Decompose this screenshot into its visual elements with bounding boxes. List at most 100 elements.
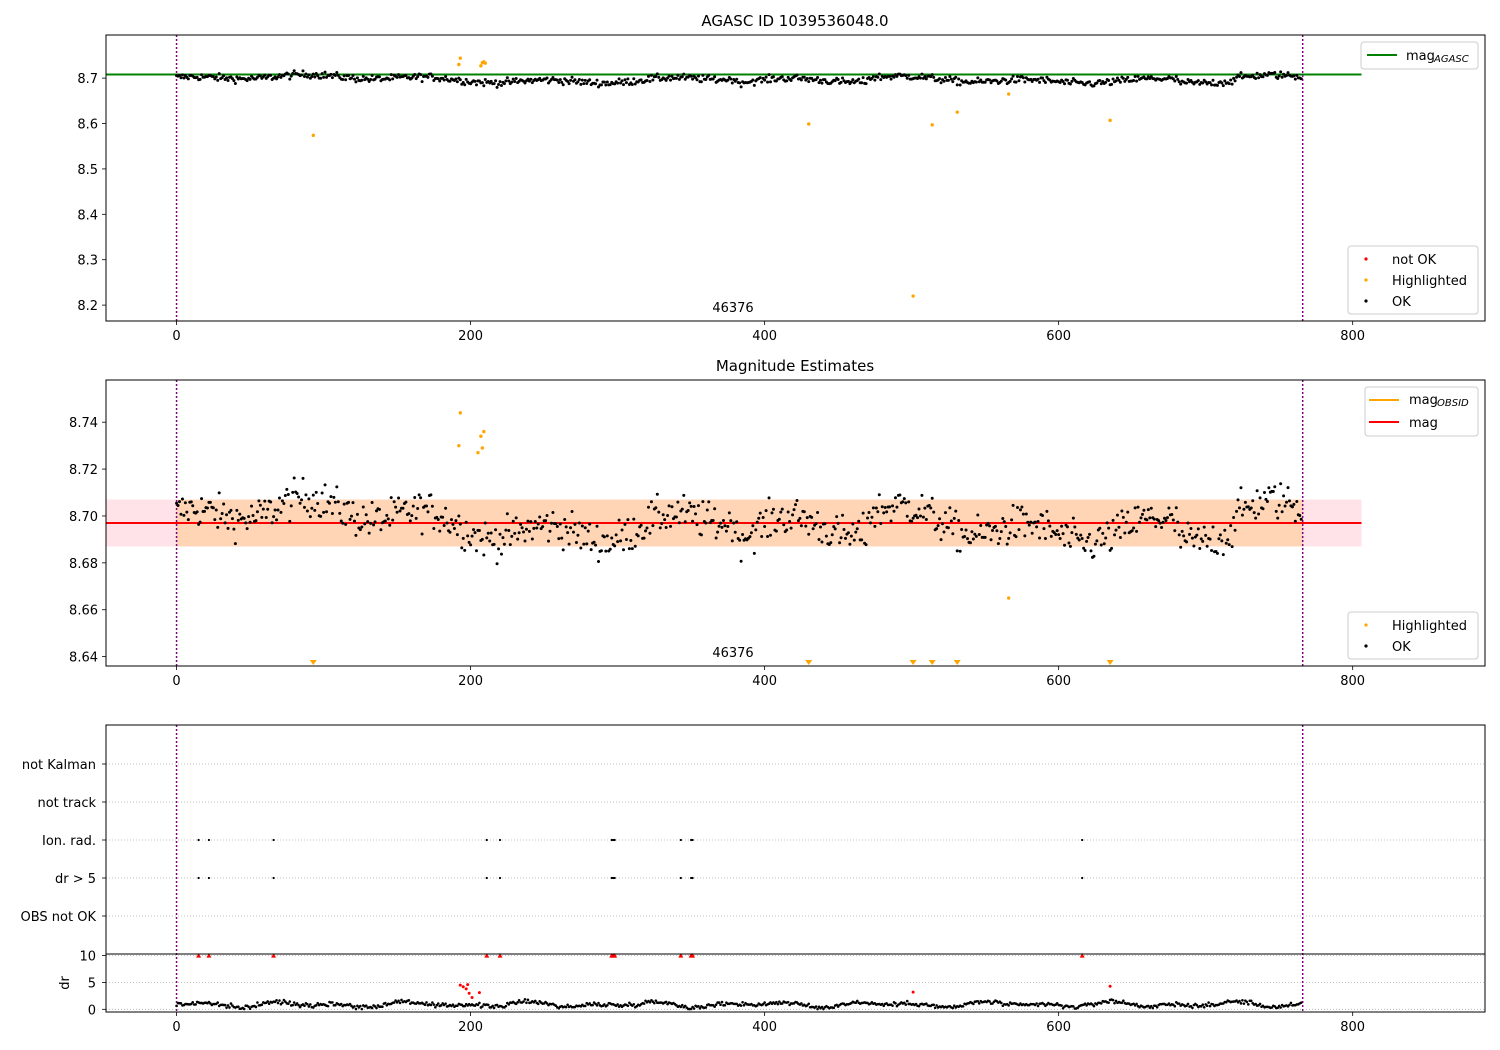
- ok-point: [868, 521, 872, 525]
- dr-point: [423, 1003, 427, 1007]
- ok-point: [1210, 83, 1214, 87]
- dr-point: [1151, 1006, 1155, 1010]
- ok-point: [285, 487, 289, 491]
- ok-point: [474, 83, 478, 87]
- dr-point: [1247, 1003, 1250, 1006]
- ok-point: [1262, 491, 1266, 495]
- ok-point: [818, 78, 822, 82]
- ok-point: [823, 78, 827, 82]
- ok-point: [677, 77, 681, 81]
- ok-point: [269, 500, 273, 504]
- ok-point: [1026, 520, 1030, 524]
- ok-point: [1029, 77, 1033, 81]
- dr-point: [832, 1006, 836, 1010]
- y-tick-label: 5: [88, 976, 96, 991]
- dr-point: [988, 1000, 991, 1003]
- ok-point: [721, 518, 725, 522]
- ok-point: [1123, 531, 1127, 535]
- ok-point: [1061, 532, 1065, 536]
- ok-point: [311, 493, 315, 497]
- ok-point: [748, 535, 752, 539]
- ok-point: [522, 530, 526, 534]
- dr-point: [1113, 1001, 1116, 1005]
- dr-point: [525, 1001, 528, 1005]
- ok-point: [1211, 78, 1215, 82]
- dr-point: [375, 1006, 378, 1010]
- dr-point: [628, 1001, 631, 1005]
- dr-point: [1155, 1005, 1159, 1009]
- ok-point: [217, 72, 221, 76]
- ok-point: [504, 528, 508, 532]
- ok-point: [851, 522, 855, 526]
- dr-point: [516, 1001, 519, 1004]
- dr-point: [523, 998, 527, 1001]
- ok-point: [752, 83, 756, 87]
- dr-point: [1177, 1002, 1181, 1005]
- ok-point: [1165, 516, 1169, 520]
- ok-point: [843, 536, 847, 540]
- ok-point: [1058, 536, 1062, 540]
- flag-point: [197, 876, 200, 880]
- dr-point: [616, 1003, 619, 1006]
- ok-point: [175, 501, 179, 505]
- ok-point: [1043, 80, 1047, 84]
- ok-point: [751, 524, 755, 528]
- ok-point: [182, 513, 186, 517]
- y-tick-label: 8.3: [77, 254, 98, 269]
- ok-point: [620, 528, 624, 532]
- ok-point: [586, 529, 590, 533]
- ok-point: [657, 75, 661, 79]
- ok-point: [513, 79, 517, 83]
- ok-point: [211, 506, 215, 510]
- y-tick-label: 8.66: [69, 604, 98, 619]
- dr-point: [307, 1005, 311, 1008]
- ok-point: [739, 559, 743, 563]
- dr-point: [1135, 1002, 1138, 1006]
- ok-point: [989, 538, 993, 542]
- ok-point: [1146, 508, 1150, 512]
- dr-point: [1201, 1003, 1205, 1007]
- ok-point: [180, 73, 184, 77]
- ok-point: [579, 546, 583, 550]
- ok-point: [1287, 499, 1291, 503]
- obsid-label-1: 46376: [712, 301, 753, 316]
- ok-point: [1264, 497, 1268, 501]
- dr-point: [591, 1003, 594, 1007]
- dr-point: [334, 1003, 337, 1007]
- ok-point: [310, 506, 314, 510]
- dr-point: [331, 1001, 334, 1004]
- ok-point: [583, 526, 587, 530]
- dr-red-point: [470, 996, 474, 999]
- ok-point: [686, 509, 690, 513]
- flag-label: not track: [37, 796, 96, 811]
- ok-point: [979, 78, 983, 82]
- ok-point: [1111, 518, 1115, 522]
- panel-agasc: AGASC ID 1039536048.0 46376 0 200 400 600 80…: [77, 12, 1486, 344]
- ok-point: [974, 80, 978, 84]
- ok-point: [1113, 533, 1117, 537]
- ok-point: [917, 507, 921, 511]
- ok-point: [485, 536, 489, 540]
- ok-point: [366, 77, 370, 81]
- ok-point: [1196, 79, 1200, 83]
- ok-point: [729, 519, 733, 523]
- ok-point: [582, 82, 586, 86]
- highlighted-point: [911, 294, 915, 298]
- ok-point: [1298, 513, 1302, 517]
- flag-point: [272, 838, 275, 842]
- ok-point: [939, 538, 943, 542]
- ok-point: [1261, 75, 1265, 79]
- ok-point: [1021, 76, 1025, 80]
- ok-point: [932, 510, 936, 514]
- ok-point: [779, 510, 783, 514]
- ok-point: [577, 77, 581, 81]
- ok-point: [833, 527, 837, 531]
- ok-point: [667, 74, 671, 78]
- dr-point: [972, 1002, 975, 1006]
- ok-point: [1171, 518, 1175, 522]
- ok-point: [1232, 515, 1236, 519]
- ok-point: [895, 74, 899, 78]
- legend-status-1: not OK Highlighted OK: [1347, 245, 1479, 315]
- ok-point: [304, 72, 308, 76]
- dr-point: [228, 1006, 231, 1009]
